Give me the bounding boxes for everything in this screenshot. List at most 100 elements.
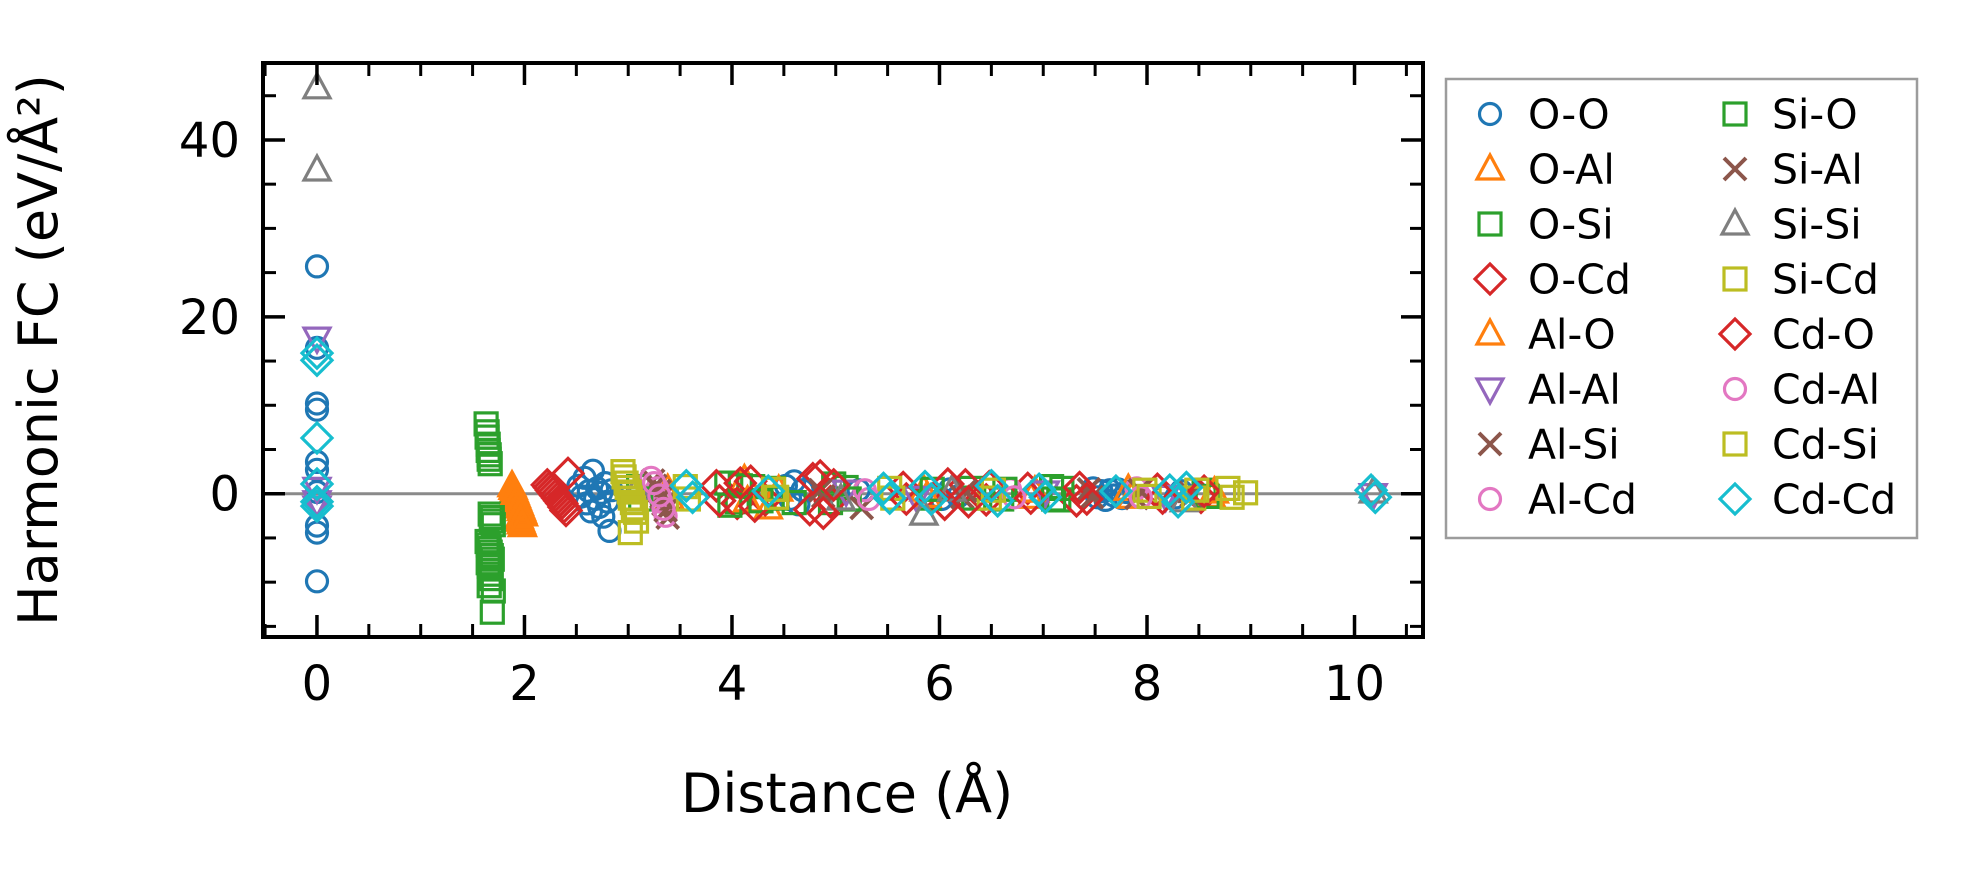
scatter-point <box>1474 316 1506 346</box>
x-tick-label: 4 <box>717 656 748 712</box>
diamond-marker <box>550 456 586 491</box>
legend-item-al-cd: Al-Cd <box>1477 475 1637 523</box>
scatter-point <box>913 481 949 517</box>
scatter-point <box>1219 484 1245 510</box>
scatter-point <box>591 504 616 529</box>
scatter-point <box>1472 261 1508 297</box>
legend-item-o-cd: O-Cd <box>1472 255 1631 303</box>
scatter-point <box>1717 316 1753 352</box>
diamond-marker <box>675 480 710 515</box>
legend-item-o-al: O-Al <box>1474 145 1615 193</box>
legend-item-si-si: Si-Si <box>1719 200 1862 248</box>
diamond-marker <box>1013 480 1049 516</box>
legend-item-cd-si: Cd-Si <box>1722 420 1879 468</box>
axis-tick-labels: 0 2 4 6 8 10 0 20 40 <box>179 113 1385 712</box>
triangle-up-marker <box>1474 316 1506 346</box>
scatter-point <box>299 420 335 456</box>
scatter-point <box>795 461 831 496</box>
diamond-marker <box>669 468 704 504</box>
y-tick-label: 40 <box>179 113 240 169</box>
scatter-point <box>702 483 737 519</box>
circle-marker <box>1722 376 1748 402</box>
triangle-up-marker <box>1719 206 1751 236</box>
triangle-up-marker <box>506 508 539 538</box>
scatter-point <box>506 508 539 538</box>
square-marker <box>480 512 506 538</box>
plot-frame <box>261 61 1425 639</box>
legend-label: O-Si <box>1528 200 1614 248</box>
x-marker <box>1079 484 1105 510</box>
diamond-marker <box>1353 472 1389 508</box>
scatter-point <box>1079 484 1105 510</box>
legend-label: Cd-Cd <box>1772 475 1896 523</box>
scatter-point <box>301 152 333 182</box>
scatter-point <box>1069 481 1105 517</box>
circle-marker <box>304 391 330 416</box>
triangle-up-marker <box>301 152 333 182</box>
square-marker <box>479 546 505 572</box>
circle-marker <box>304 397 330 422</box>
diamond-marker <box>723 465 758 501</box>
square-marker <box>476 573 502 599</box>
scatter-point <box>480 512 506 538</box>
circle-marker <box>1477 486 1503 512</box>
scatter-point <box>299 466 335 502</box>
scatter-point <box>651 496 676 521</box>
axis-ticks <box>263 63 1423 637</box>
scatter-point <box>304 391 330 416</box>
diamond-marker <box>795 461 831 496</box>
scatter-point <box>723 465 758 501</box>
square-marker <box>477 451 503 477</box>
legend-item-si-o: Si-O <box>1722 90 1858 138</box>
legend-item-cd-al: Cd-Al <box>1722 365 1880 413</box>
scatter-point <box>1062 470 1097 505</box>
scatter-point <box>1477 486 1503 512</box>
legend-item-al-si: Al-Si <box>1477 420 1620 468</box>
square-marker <box>480 578 506 604</box>
diamond-marker <box>1160 484 1196 519</box>
scatter-point <box>866 471 901 506</box>
square-marker <box>477 539 503 565</box>
diamond-marker <box>1062 470 1097 505</box>
scatter-point <box>477 451 503 477</box>
x-tick-label: 0 <box>302 656 333 712</box>
triangle-down-marker <box>1474 377 1506 407</box>
circle-marker <box>304 569 330 594</box>
scatter-point <box>806 495 841 531</box>
scatter-point <box>1474 151 1506 181</box>
scatter-point <box>1477 211 1503 237</box>
scatter-point <box>1152 472 1188 508</box>
diamond-marker <box>1717 481 1753 517</box>
scatter-point <box>476 573 502 599</box>
diamond-marker <box>751 473 786 509</box>
x-tick-label: 2 <box>509 656 540 712</box>
diamond-marker <box>806 495 841 531</box>
x-axis-label: Distance (Å) <box>681 761 1013 825</box>
square-marker <box>724 489 750 515</box>
scatter-point <box>548 493 584 528</box>
diamond-marker <box>980 483 1015 519</box>
legend-item-cd-o: Cd-O <box>1717 310 1875 358</box>
scatter-point <box>781 490 807 516</box>
scatter-point <box>304 254 330 279</box>
scatter-point <box>479 546 505 572</box>
x-marker <box>1076 476 1102 502</box>
diamond-marker <box>299 420 335 456</box>
diamond-marker <box>702 483 737 519</box>
scatter-point <box>1160 484 1196 519</box>
circle-marker <box>1477 101 1503 127</box>
y-tick-label: 0 <box>209 467 240 523</box>
legend: O-O O-Al O-Si O-Cd Al-O Al-Al Al-Si Al-Cd Si-O Si… <box>1444 77 1919 540</box>
legend-item-cd-cd: Cd-Cd <box>1717 475 1896 523</box>
scatter-point <box>1474 377 1506 407</box>
scatter-point <box>807 477 833 503</box>
diamond-marker <box>1069 481 1105 517</box>
scatter-point <box>872 480 907 516</box>
x-tick-label: 6 <box>924 656 955 712</box>
diamond-marker <box>299 466 335 502</box>
square-marker <box>1232 480 1259 506</box>
diamond-marker <box>872 480 907 516</box>
square-marker <box>1477 211 1503 237</box>
scatter-point <box>1232 480 1259 506</box>
scatter-point <box>301 70 333 100</box>
